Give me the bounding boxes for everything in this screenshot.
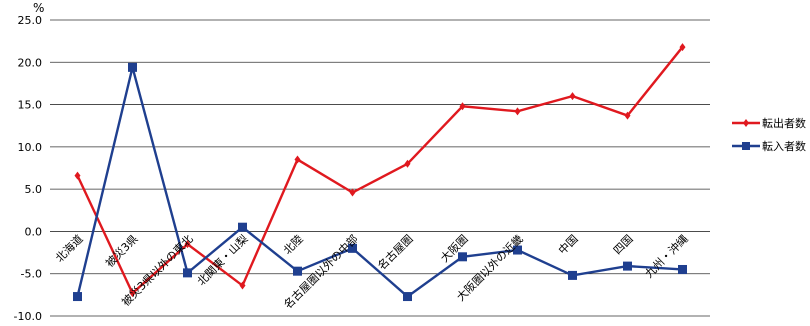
series-line: [76, 46, 684, 296]
data-point: [568, 270, 577, 280]
data-point: [73, 292, 82, 302]
category-label: 被災3県: [103, 232, 140, 269]
data-point: [514, 107, 521, 116]
series-layer: [73, 43, 687, 302]
data-point: [678, 264, 687, 274]
category-label: 四国: [611, 232, 636, 257]
data-point: [624, 111, 631, 120]
data-point: [239, 281, 246, 290]
data-point: [293, 266, 302, 276]
data-point: [183, 268, 192, 278]
data-point: [513, 245, 522, 255]
series-line: [76, 67, 683, 299]
y-tick-label: 25.0: [18, 14, 43, 27]
data-point: [238, 222, 247, 232]
y-tick-label: 10.0: [18, 141, 43, 154]
data-point: [403, 292, 412, 302]
y-tick-label: -5.0: [21, 268, 42, 281]
gridlines: [50, 19, 710, 317]
legend-item: 転入者数: [732, 140, 806, 153]
category-label: 中国: [556, 232, 581, 257]
data-point: [623, 261, 632, 271]
data-point: [458, 252, 467, 262]
legend-marker: [743, 119, 749, 127]
legend-marker: [742, 142, 750, 150]
y-tick-label: 0.0: [25, 225, 43, 238]
legend-label: 転出者数: [762, 116, 806, 130]
category-label: 北陸: [281, 232, 306, 257]
data-point: [349, 188, 356, 197]
data-point: [184, 240, 191, 249]
legend-label: 転入者数: [762, 140, 806, 153]
y-tick-label: 5.0: [25, 183, 43, 196]
data-point: [128, 62, 137, 72]
legend-item: 転出者数: [732, 116, 806, 130]
data-point: [129, 289, 136, 298]
category-label: 北海道: [52, 232, 85, 265]
y-tick-label: 15.0: [18, 99, 43, 112]
data-point: [348, 243, 357, 253]
data-point: [294, 155, 301, 164]
data-point: [569, 92, 576, 101]
y-unit-label: %: [33, 1, 44, 15]
series-2: [73, 62, 687, 302]
data-point: [74, 171, 81, 180]
y-tick-label: -10.0: [14, 310, 42, 323]
data-point: [679, 43, 686, 52]
series-1: [74, 43, 686, 298]
data-point: [404, 159, 411, 168]
data-point: [459, 102, 466, 111]
y-tick-label: 20.0: [18, 56, 43, 69]
category-label: 名古屋圏: [375, 232, 416, 273]
y-axis-ticks: 25.0 20.0 15.0 10.0 5.0 0.0 -5.0 -10.0: [14, 14, 42, 323]
